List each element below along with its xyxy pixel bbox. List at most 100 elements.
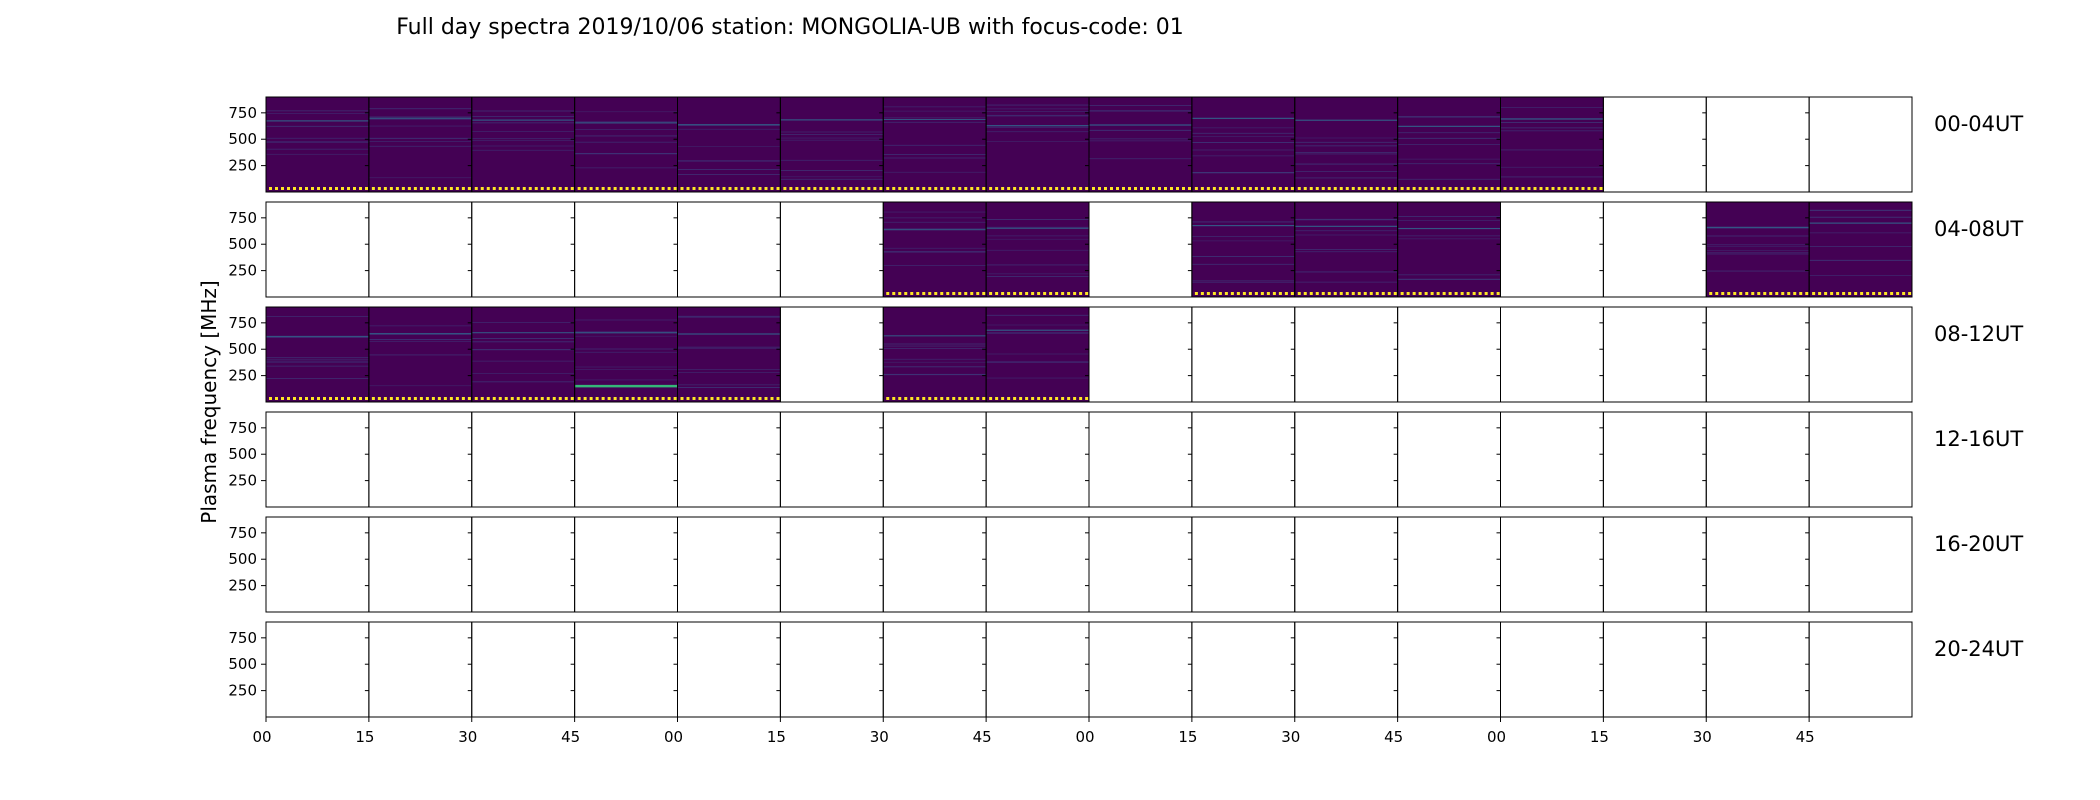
x-tick-label: 45 xyxy=(561,728,580,746)
baseline-dot xyxy=(595,397,599,400)
baseline-dot xyxy=(467,397,471,400)
panel-cell-border xyxy=(985,621,1090,718)
baseline-dot xyxy=(589,397,593,400)
baseline-dot xyxy=(728,187,732,190)
baseline-dot xyxy=(413,397,417,400)
baseline-dot xyxy=(1866,292,1870,295)
baseline-dot xyxy=(534,187,538,190)
baseline-dot xyxy=(443,397,447,400)
baseline-dot xyxy=(1025,187,1029,190)
baseline-dot xyxy=(770,187,774,190)
baseline-dot xyxy=(722,397,726,400)
baseline-dot xyxy=(1176,187,1179,190)
baseline-dot xyxy=(461,187,465,190)
baseline-dot xyxy=(970,187,974,190)
spectrum-cell xyxy=(677,97,781,192)
baseline-dot xyxy=(1406,292,1410,295)
baseline-dot xyxy=(916,187,920,190)
baseline-dot xyxy=(686,397,690,400)
baseline-dot xyxy=(1110,187,1113,190)
baseline-dot xyxy=(776,187,780,190)
baseline-dot xyxy=(1339,187,1343,190)
baseline-dot xyxy=(1709,292,1713,295)
y-tick-label: 250 xyxy=(228,577,257,595)
x-tick-label: 30 xyxy=(458,728,477,746)
baseline-dot xyxy=(964,187,968,190)
baseline-dot xyxy=(746,187,750,190)
baseline-dot xyxy=(1104,187,1107,190)
baseline-dot xyxy=(698,397,702,400)
baseline-dot xyxy=(1315,292,1319,295)
baseline-dot xyxy=(1085,397,1089,400)
baseline-dot xyxy=(341,187,344,190)
panel-cell-border xyxy=(471,516,576,613)
baseline-dot xyxy=(516,187,520,190)
baseline-dot xyxy=(649,187,653,190)
baseline-dot xyxy=(764,187,768,190)
baseline-dot xyxy=(1375,292,1379,295)
spectrum-background xyxy=(1191,97,1295,192)
baseline-dot xyxy=(1230,187,1234,190)
baseline-dot xyxy=(1067,187,1071,190)
x-tick-label: 00 xyxy=(252,728,271,746)
row-label: 16-20UT xyxy=(1934,532,2023,556)
baseline-dot xyxy=(437,187,441,190)
baseline-dot xyxy=(528,397,532,400)
baseline-dot xyxy=(1073,397,1077,400)
x-axis: 00 15 30 45 00 15 30 45 00 15 30 45 00 15 30 45 xyxy=(252,717,1815,746)
baseline-dot xyxy=(910,187,914,190)
x-tick-label: 30 xyxy=(1693,728,1712,746)
baseline-dot xyxy=(1521,187,1525,190)
baseline-dot xyxy=(371,187,375,190)
baseline-dot xyxy=(952,397,956,400)
baseline-dot xyxy=(649,397,653,400)
baseline-dot xyxy=(673,397,677,400)
baseline-dot xyxy=(976,397,980,400)
spectrum-background xyxy=(986,97,1089,192)
baseline-dot xyxy=(916,292,920,295)
baseline-dot xyxy=(1793,292,1797,295)
x-tick-label: 00 xyxy=(664,728,683,746)
baseline-dot xyxy=(383,397,387,400)
baseline-dot xyxy=(558,187,562,190)
baseline-dot xyxy=(1460,187,1464,190)
spectrum-cell xyxy=(574,307,678,402)
baseline-dot xyxy=(1363,292,1367,295)
panel-cell-border xyxy=(1705,516,1810,613)
chart-title: Full day spectra 2019/10/06 station: MON… xyxy=(396,15,1184,40)
baseline-dot xyxy=(540,187,544,190)
baseline-dot xyxy=(335,397,338,400)
baseline-dot xyxy=(1001,292,1005,295)
panel-cell-border xyxy=(1705,411,1810,508)
panel-cell-border xyxy=(1602,201,1707,298)
panel-cell-border xyxy=(882,411,987,508)
panel-row-04-08UT: 750 500 250 04-08UT xyxy=(228,201,2023,298)
baseline-dot xyxy=(1170,187,1173,190)
spectrum-background xyxy=(266,307,369,402)
x-tick-label: 15 xyxy=(1590,728,1609,746)
baseline-dot xyxy=(692,187,696,190)
baseline-dot xyxy=(819,187,823,190)
baseline-dot xyxy=(1484,187,1488,190)
baseline-dot xyxy=(455,187,459,190)
baseline-dot xyxy=(867,187,871,190)
baseline-dot xyxy=(1272,292,1276,295)
panel-cell-border xyxy=(265,201,370,298)
baseline-dot xyxy=(1200,187,1204,190)
panel-cell-border xyxy=(368,621,473,718)
spectrum-background xyxy=(471,307,575,402)
panel-cell-border xyxy=(471,411,576,508)
baseline-dot xyxy=(1025,292,1029,295)
baseline-dot xyxy=(1345,187,1349,190)
baseline-dot xyxy=(1599,187,1603,190)
baseline-dot xyxy=(1031,292,1035,295)
baseline-dot xyxy=(904,397,908,400)
baseline-dot xyxy=(1351,292,1355,295)
panel-cell-border xyxy=(1602,621,1707,718)
spectrum-cell xyxy=(1191,202,1295,297)
baseline-dot xyxy=(383,187,387,190)
spectrum-cell xyxy=(986,307,1089,402)
spectrum-cell xyxy=(1397,202,1501,297)
baseline-dot xyxy=(1061,187,1065,190)
baseline-dot xyxy=(323,187,326,190)
